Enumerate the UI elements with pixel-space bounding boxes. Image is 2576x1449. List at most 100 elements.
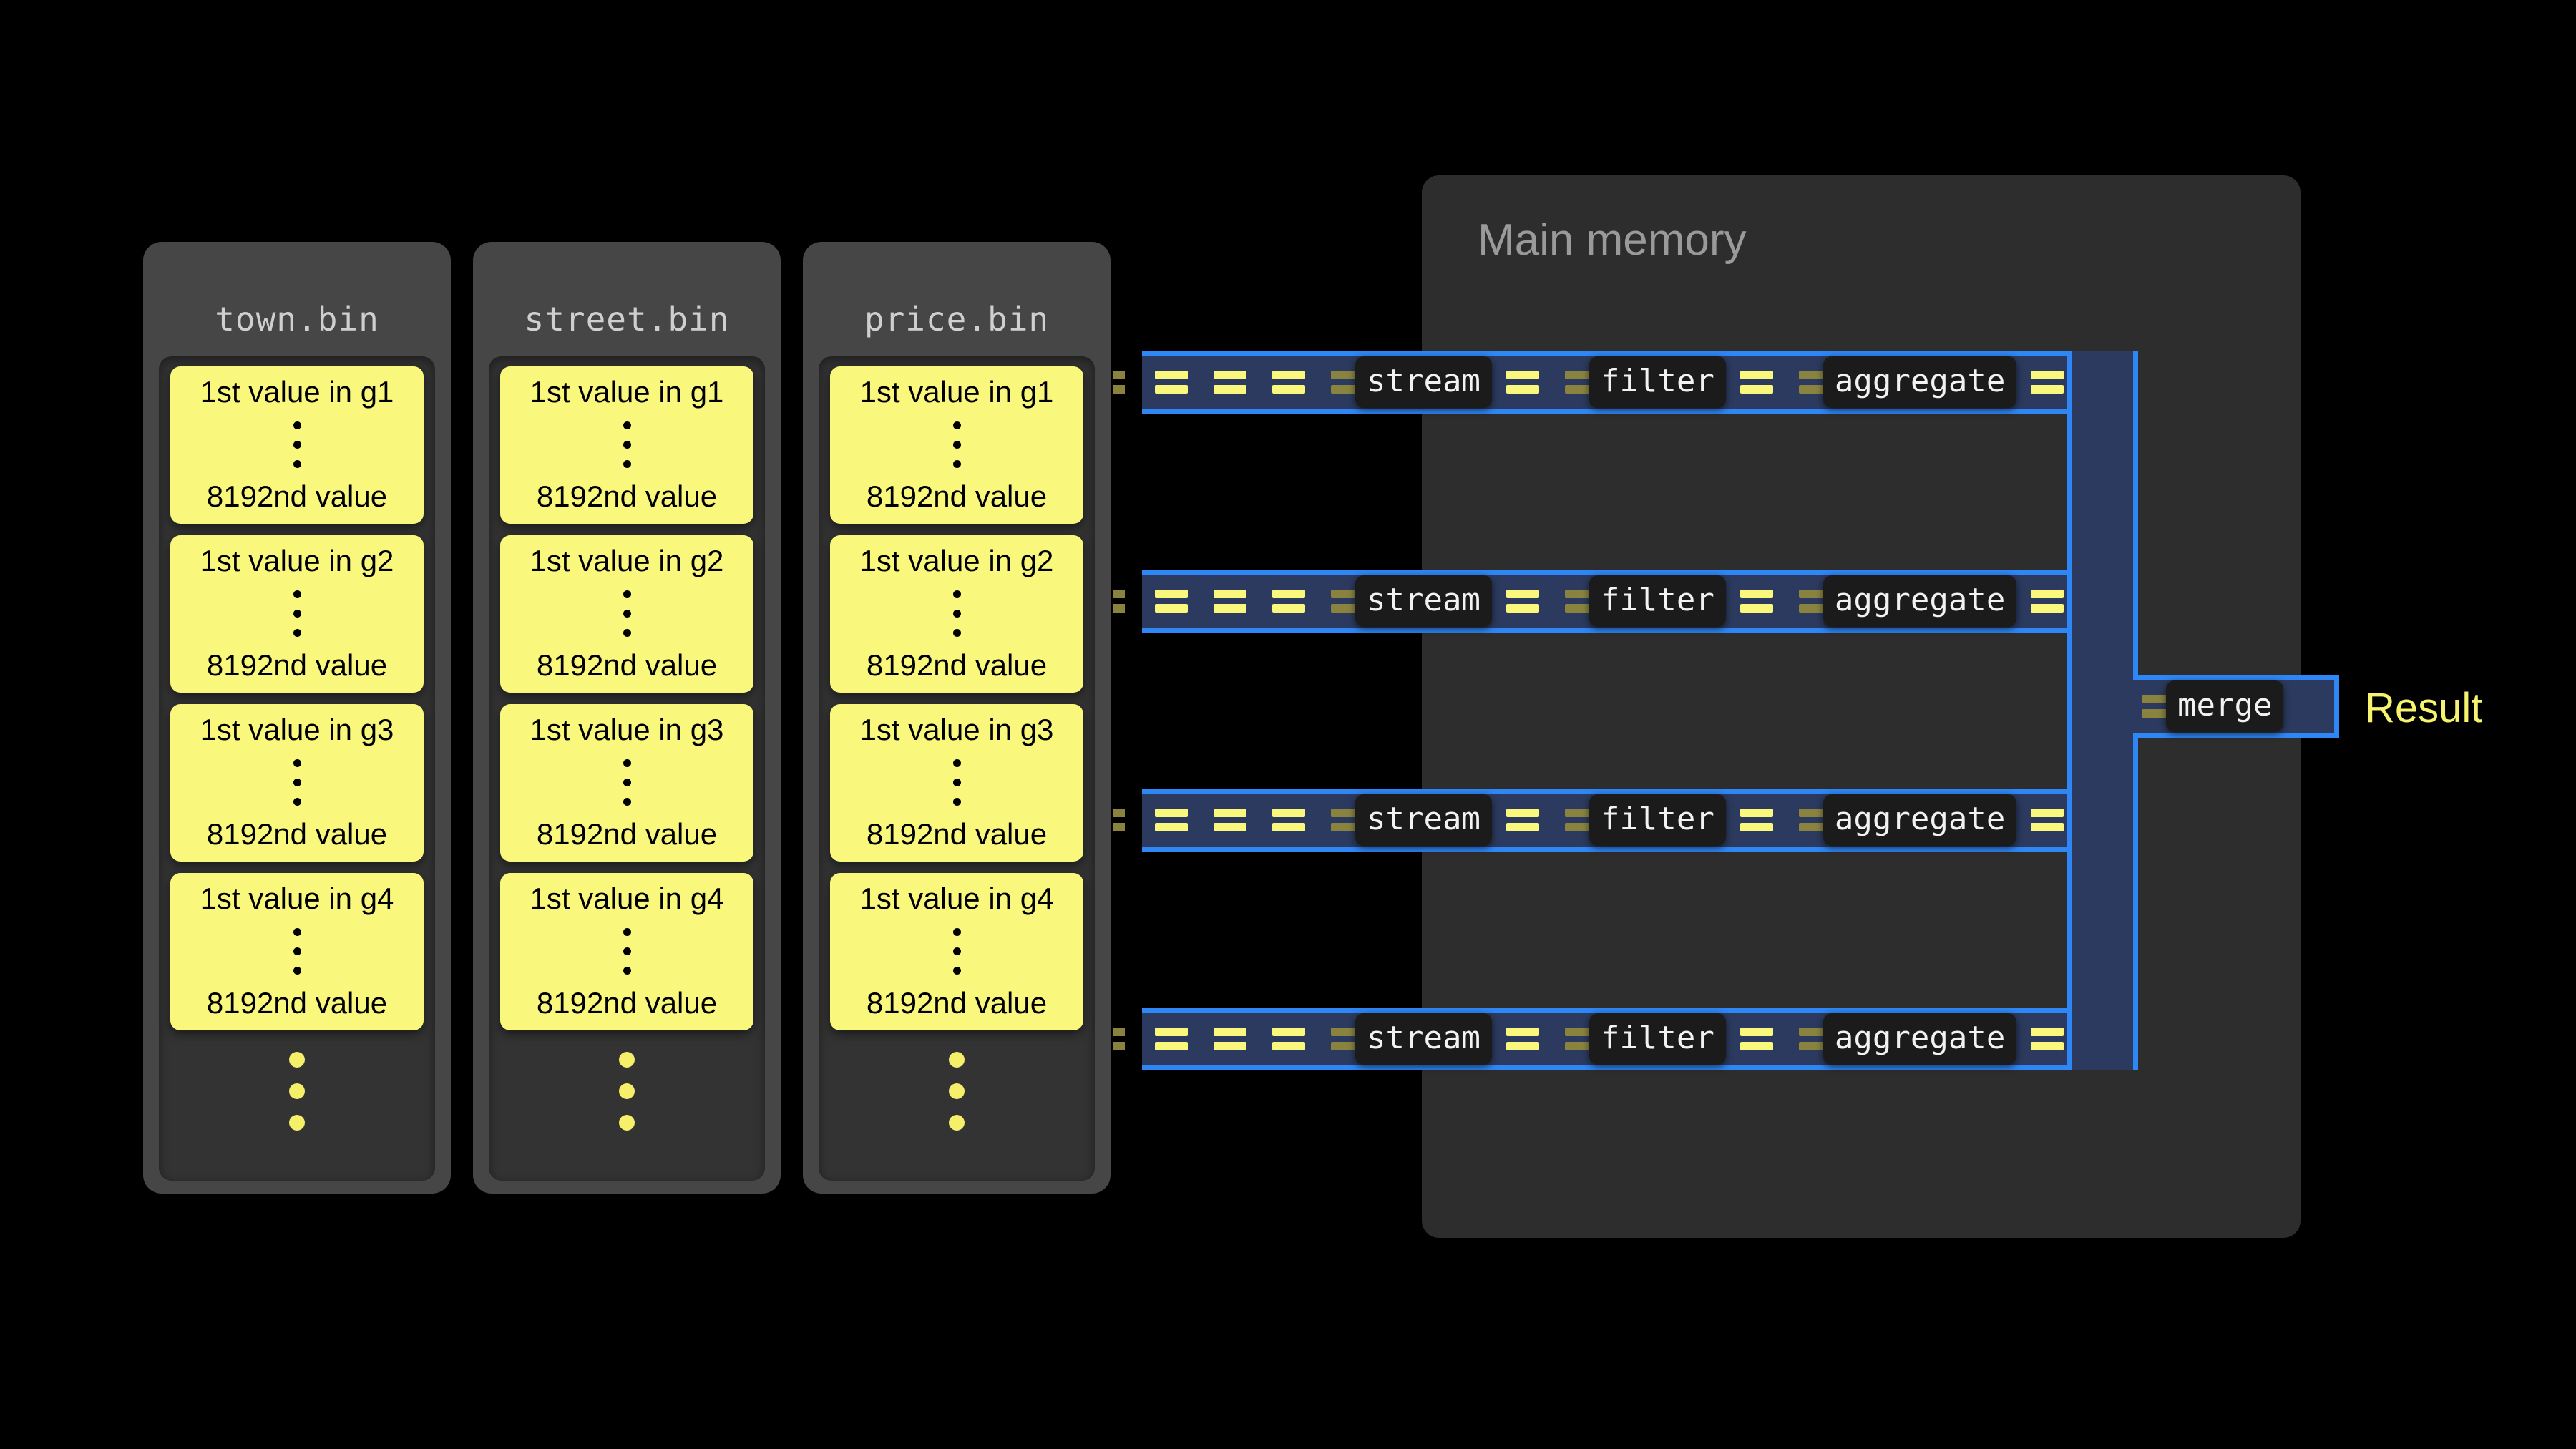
equals-glyph-icon — [1740, 586, 1773, 616]
merge-bar[interactable]: merge — [2133, 675, 2339, 738]
column-title: price.bin — [864, 300, 1050, 338]
group-block: 1st value in g2 8192nd value — [830, 535, 1083, 693]
group-block: 1st value in g3 8192nd value — [170, 704, 424, 862]
equals-glyph-icon — [1155, 586, 1188, 616]
equals-glyph-icon — [1272, 586, 1305, 616]
column-continuation-dots-icon — [819, 1052, 1095, 1131]
group-last-value: 8192nd value — [536, 479, 718, 513]
equals-glyph-icon — [1272, 367, 1305, 397]
column-title: town.bin — [215, 300, 379, 338]
pipeline-row-3[interactable]: stream filter aggregate — [1142, 789, 2138, 852]
group-block: 1st value in g3 8192nd value — [500, 704, 753, 862]
equals-glyph-icon — [1506, 1024, 1539, 1054]
stage-chip-stream[interactable]: stream — [1355, 794, 1492, 846]
equals-glyph-icon — [2031, 805, 2064, 835]
vertical-ellipsis-icon — [830, 421, 1083, 468]
group-first-value: 1st value in g1 — [200, 375, 394, 409]
group-last-value: 8192nd value — [866, 479, 1048, 513]
group-first-value: 1st value in g3 — [859, 713, 1054, 746]
vertical-ellipsis-icon — [170, 758, 424, 806]
equals-glyph-icon — [1155, 367, 1188, 397]
group-last-value: 8192nd value — [206, 817, 388, 851]
stage-chip-aggregate[interactable]: aggregate — [1823, 575, 2017, 627]
pipeline-row-2[interactable]: stream filter aggregate — [1142, 570, 2138, 633]
vertical-ellipsis-icon — [500, 927, 753, 975]
stage-chip-merge[interactable]: merge — [2166, 680, 2284, 732]
group-first-value: 1st value in g3 — [200, 713, 394, 746]
vertical-ellipsis-icon — [500, 590, 753, 637]
column-panel-price-bin: price.bin 1st value in g1 8192nd value 1… — [803, 242, 1111, 1194]
vertical-ellipsis-icon — [500, 758, 753, 806]
result-label: Result — [2365, 685, 2483, 731]
stage-chip-aggregate[interactable]: aggregate — [1823, 356, 2017, 408]
vertical-ellipsis-icon — [170, 421, 424, 468]
stage-chip-filter[interactable]: filter — [1589, 794, 1726, 846]
group-block: 1st value in g2 8192nd value — [500, 535, 753, 693]
group-last-value: 8192nd value — [206, 479, 388, 513]
pipeline-merge-spine — [2067, 351, 2138, 1070]
stage-chip-stream[interactable]: stream — [1355, 575, 1492, 627]
group-last-value: 8192nd value — [866, 648, 1048, 682]
equals-glyph-icon — [1214, 805, 1246, 835]
equals-glyph-icon — [2031, 586, 2064, 616]
group-last-value: 8192nd value — [536, 986, 718, 1020]
group-first-value: 1st value in g1 — [859, 375, 1054, 409]
group-block: 1st value in g4 8192nd value — [830, 873, 1083, 1030]
group-first-value: 1st value in g4 — [530, 882, 724, 915]
column-inner: 1st value in g1 8192nd value 1st value i… — [159, 356, 435, 1181]
stage-chip-aggregate[interactable]: aggregate — [1823, 1013, 2017, 1065]
stage-chip-stream[interactable]: stream — [1355, 1013, 1492, 1065]
group-block: 1st value in g1 8192nd value — [170, 366, 424, 524]
equals-glyph-icon — [2031, 367, 2064, 397]
equals-glyph-icon — [1506, 367, 1539, 397]
group-first-value: 1st value in g2 — [530, 544, 724, 577]
stage-chip-stream[interactable]: stream — [1355, 356, 1492, 408]
column-panel-town-bin: town.bin 1st value in g1 8192nd value 1s… — [143, 242, 451, 1194]
equals-glyph-icon — [1214, 586, 1246, 616]
group-block: 1st value in g1 8192nd value — [500, 366, 753, 524]
main-memory-title: Main memory — [1478, 215, 1747, 265]
equals-glyph-icon — [1155, 805, 1188, 835]
group-last-value: 8192nd value — [206, 648, 388, 682]
vertical-ellipsis-icon — [830, 758, 1083, 806]
column-panel-street-bin: street.bin 1st value in g1 8192nd value … — [473, 242, 781, 1194]
data-feed-marker-icon — [1113, 805, 1125, 835]
stage-chip-filter[interactable]: filter — [1589, 1013, 1726, 1065]
pipeline-row-4[interactable]: stream filter aggregate — [1142, 1008, 2138, 1070]
column-continuation-dots-icon — [489, 1052, 765, 1131]
stage-chip-filter[interactable]: filter — [1589, 575, 1726, 627]
group-first-value: 1st value in g4 — [200, 882, 394, 915]
group-first-value: 1st value in g4 — [859, 882, 1054, 915]
group-block: 1st value in g2 8192nd value — [170, 535, 424, 693]
column-title: street.bin — [524, 300, 730, 338]
group-block: 1st value in g3 8192nd value — [830, 704, 1083, 862]
pipeline-row-1[interactable]: stream filter aggregate — [1142, 351, 2138, 414]
equals-glyph-icon — [1506, 586, 1539, 616]
equals-glyph-icon — [1214, 367, 1246, 397]
equals-glyph-icon — [1214, 1024, 1246, 1054]
group-block: 1st value in g4 8192nd value — [170, 873, 424, 1030]
vertical-ellipsis-icon — [170, 590, 424, 637]
group-last-value: 8192nd value — [536, 817, 718, 851]
group-first-value: 1st value in g2 — [200, 544, 394, 577]
vertical-ellipsis-icon — [830, 590, 1083, 637]
column-continuation-dots-icon — [159, 1052, 435, 1131]
vertical-ellipsis-icon — [500, 421, 753, 468]
group-first-value: 1st value in g2 — [859, 544, 1054, 577]
stage-chip-filter[interactable]: filter — [1589, 356, 1726, 408]
group-block: 1st value in g1 8192nd value — [830, 366, 1083, 524]
equals-glyph-icon — [2031, 1024, 2064, 1054]
group-first-value: 1st value in g3 — [530, 713, 724, 746]
equals-glyph-icon — [1740, 805, 1773, 835]
group-last-value: 8192nd value — [536, 648, 718, 682]
group-last-value: 8192nd value — [866, 986, 1048, 1020]
equals-glyph-icon — [1272, 805, 1305, 835]
vertical-ellipsis-icon — [830, 927, 1083, 975]
group-last-value: 8192nd value — [206, 986, 388, 1020]
group-last-value: 8192nd value — [866, 817, 1048, 851]
stage-chip-aggregate[interactable]: aggregate — [1823, 794, 2017, 846]
data-feed-marker-icon — [1113, 586, 1125, 616]
equals-glyph-icon — [1506, 805, 1539, 835]
column-inner: 1st value in g1 8192nd value 1st value i… — [819, 356, 1095, 1181]
